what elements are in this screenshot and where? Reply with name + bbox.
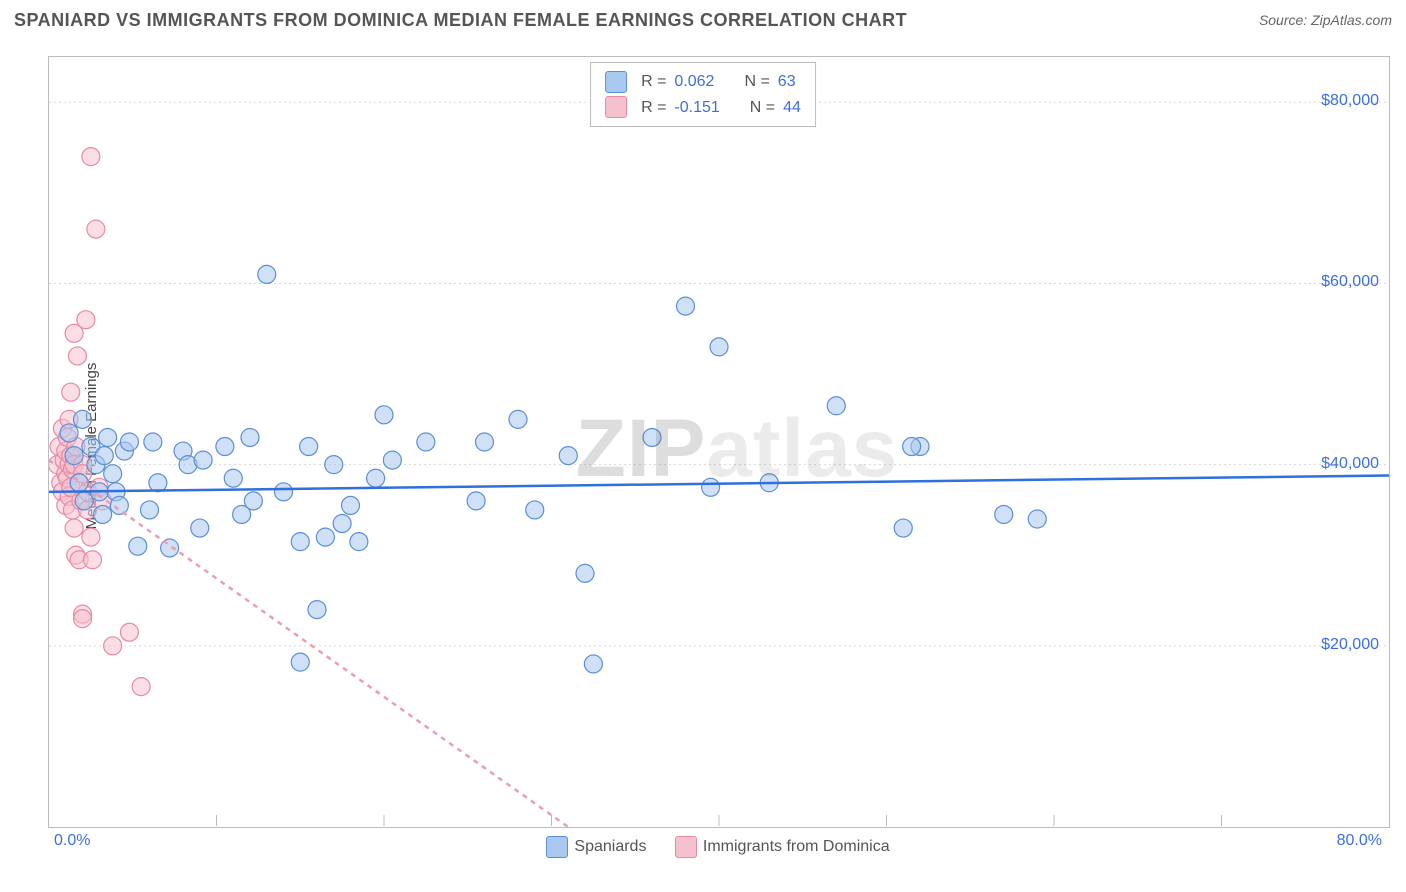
r-label: R = <box>641 69 666 95</box>
chart-source: Source: ZipAtlas.com <box>1259 12 1392 28</box>
swatch-spaniards <box>605 71 627 93</box>
n-value-dominica: 44 <box>783 95 801 121</box>
n-label: N = <box>744 69 769 95</box>
chart-title: SPANIARD VS IMMIGRANTS FROM DOMINICA MED… <box>14 10 907 30</box>
y-tick-label: $80,000 <box>1321 92 1379 110</box>
plot-area: ZIPatlas $20,000$40,000$60,000$80,000 <box>48 56 1390 828</box>
legend-row-spaniards: R = 0.062 N = 63 <box>605 69 801 95</box>
x-axis-labels: 0.0% 80.0% <box>48 832 1388 860</box>
y-tick-label: $40,000 <box>1321 455 1379 473</box>
y-tick-label: $20,000 <box>1321 636 1379 654</box>
y-tick-label: $60,000 <box>1321 273 1379 291</box>
r-value-dominica: -0.151 <box>674 95 719 121</box>
n-label: N = <box>750 95 775 121</box>
source-prefix: Source: <box>1259 12 1311 28</box>
scatter-plot-svg <box>49 57 1389 827</box>
n-value-spaniards: 63 <box>778 69 796 95</box>
correlation-legend: R = 0.062 N = 63 R = -0.151 N = 44 <box>590 62 816 127</box>
legend-row-dominica: R = -0.151 N = 44 <box>605 95 801 121</box>
x-max-label: 80.0% <box>1337 832 1382 850</box>
r-value-spaniards: 0.062 <box>674 69 714 95</box>
swatch-dominica <box>605 96 627 118</box>
x-min-label: 0.0% <box>54 832 90 850</box>
source-name: ZipAtlas.com <box>1311 12 1392 28</box>
r-label: R = <box>641 95 666 121</box>
chart-header: SPANIARD VS IMMIGRANTS FROM DOMINICA MED… <box>14 10 1392 40</box>
